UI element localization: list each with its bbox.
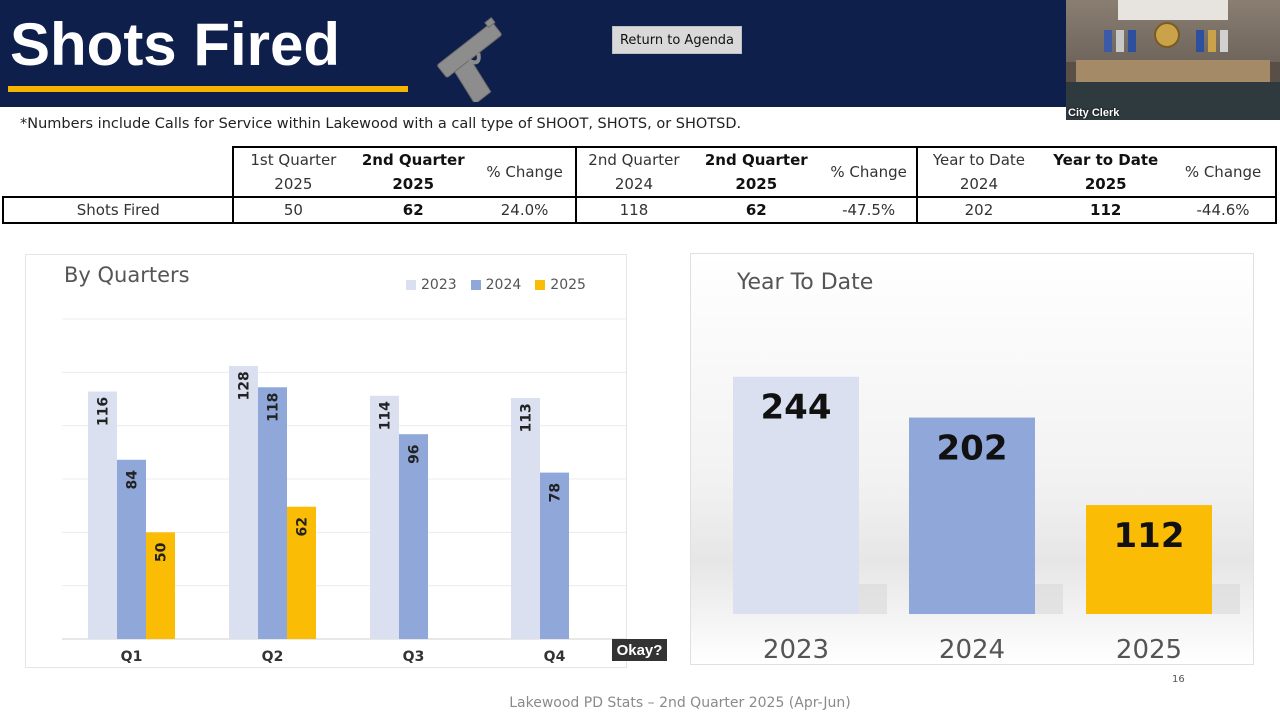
year-to-date-chart: 244 2023 202 2024 112 2025 Year To Date [690, 253, 1254, 665]
x-tick-label: Q3 [403, 649, 425, 665]
handgun-icon [437, 17, 502, 102]
table-cell: -44.6% [1171, 197, 1277, 224]
bar-2024-Q2 [258, 387, 287, 639]
table-cell: 112 [1040, 197, 1172, 224]
data-label: 112 [1114, 516, 1185, 556]
city-seal-icon [1154, 22, 1180, 48]
data-label: 244 [761, 388, 832, 428]
bar-2023-Q4 [511, 397, 540, 639]
flag-icon [1128, 30, 1136, 52]
header-banner: Shots Fired Return to Agenda [0, 0, 1066, 107]
table-cell: 202 [916, 197, 1041, 224]
x-tick-label: Q2 [262, 649, 284, 665]
by-quarters-chart: 116 84 50 Q1 128 118 62 Q2 114 96 Q3 113 78 Q4 By Qua… [25, 254, 627, 668]
bar-shadow [1035, 584, 1063, 614]
x-tick-label: 2025 [1116, 635, 1182, 665]
header-q1-2025: 1st Quarter 2025 [232, 146, 353, 198]
footer-text: Lakewood PD Stats – 2nd Quarter 2025 (Ap… [509, 695, 851, 711]
data-label: 84 [125, 470, 141, 490]
legend-item-2024: 2024 [470, 277, 521, 293]
table-cell: -47.5% [821, 197, 918, 224]
bar-2025-Q1 [146, 532, 175, 639]
data-label: 128 [237, 371, 253, 400]
data-label: 78 [548, 483, 564, 502]
flag-icon [1104, 30, 1112, 52]
header-ytd-2024: Year to Date 2024 [916, 146, 1041, 198]
header-pct-change-2: % Change [821, 146, 918, 198]
data-label: 50 [154, 542, 170, 562]
year-to-date-plot: 244 2023 202 2024 112 2025 [733, 376, 1240, 665]
table-cell: 62 [352, 197, 475, 224]
stats-table: 1st Quarter 2025 2nd Quarter 2025 % Chan… [1, 146, 1277, 224]
bar-shadow [1212, 584, 1240, 614]
bar-2025-Q2 [287, 506, 316, 639]
header-pct-change-1: % Change [474, 146, 578, 198]
table-cell: 62 [690, 197, 822, 224]
x-tick-label: Q4 [544, 649, 566, 665]
video-label: City Clerk [1068, 107, 1120, 119]
x-tick-label: Q1 [121, 649, 143, 665]
bar-ytd-2025 [1086, 505, 1212, 614]
council-dais [1076, 60, 1270, 82]
video-projection-screen [1118, 0, 1228, 20]
footnote: *Numbers include Calls for Service withi… [20, 116, 742, 132]
stats-header-row: 1st Quarter 2025 2nd Quarter 2025 % Chan… [3, 146, 1277, 198]
bar-2023-Q2 [229, 365, 258, 639]
flag-icon [1220, 30, 1228, 52]
table-cell: 24.0% [474, 197, 578, 224]
x-tick-label: 2024 [939, 635, 1005, 665]
header-q2-2025-b: 2nd Quarter 2025 [690, 146, 822, 198]
legend-swatch [470, 280, 481, 290]
header-pct-change-3: % Change [1171, 146, 1277, 198]
bar-2023-Q3 [370, 395, 399, 639]
data-label: 114 [378, 401, 394, 430]
table-cell: 118 [576, 197, 691, 224]
legend-item-2023: 2023 [406, 277, 457, 293]
bar-2024-Q4 [540, 472, 569, 639]
header-q2-2024: 2nd Quarter 2024 [576, 146, 691, 198]
caption-overlay: Okay? [612, 639, 667, 661]
bar-shadow [859, 584, 887, 614]
bar-2024-Q3 [399, 434, 428, 639]
bar-ytd-2024 [909, 417, 1035, 614]
row-label: Shots Fired [1, 197, 235, 224]
bar-ytd-2023 [733, 376, 859, 614]
legend-swatch [535, 280, 546, 290]
return-to-agenda-button[interactable]: Return to Agenda [612, 26, 742, 54]
table-row: Shots Fired 50 62 24.0% 118 62 -47.5% 20… [1, 197, 1277, 224]
title-underline [8, 86, 408, 92]
header-ytd-2025: Year to Date 2025 [1040, 146, 1172, 198]
legend-swatch [406, 280, 416, 290]
flag-icon [1116, 30, 1124, 52]
x-tick-label: 2023 [763, 635, 829, 665]
chart-legend: 2023 2024 2025 [406, 277, 586, 293]
flag-icon [1208, 30, 1216, 52]
page-title: Shots Fired [10, 11, 341, 78]
data-label: 118 [266, 393, 282, 422]
bar-2023-Q1 [88, 391, 117, 639]
chart-title: Year To Date [737, 270, 874, 295]
data-label: 96 [407, 444, 423, 463]
bar-2024-Q1 [117, 459, 146, 639]
by-quarters-plot: 116 84 50 Q1 128 118 62 Q2 114 96 Q3 113 78 Q4 [62, 318, 626, 665]
data-label: 113 [519, 403, 535, 432]
table-cell: 50 [233, 197, 353, 224]
data-label: 202 [937, 429, 1008, 469]
flag-icon [1196, 30, 1204, 52]
page-number: 16 [1172, 674, 1185, 685]
header-q2-2025: 2nd Quarter 2025 [352, 146, 475, 198]
data-label: 62 [295, 517, 311, 536]
chart-title: By Quarters [64, 263, 190, 287]
legend-item-2025: 2025 [535, 277, 586, 293]
video-feed: City Clerk [1066, 0, 1280, 120]
data-label: 116 [96, 397, 112, 426]
